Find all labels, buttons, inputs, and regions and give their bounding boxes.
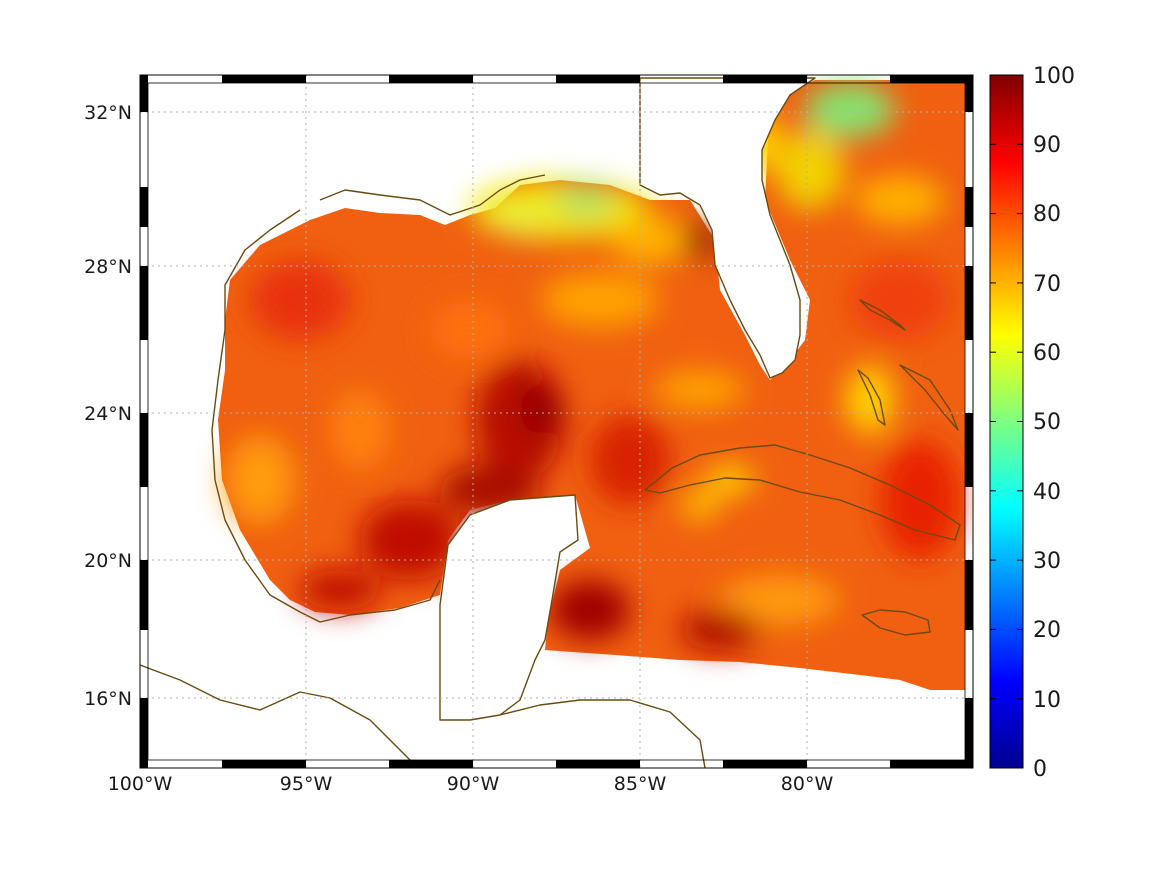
y-tick-label: 32°N [84,102,132,124]
jamaica-land [861,609,931,636]
x-tick-label: 85°W [614,773,667,795]
colorbar-tick-label: 60 [1033,341,1061,366]
yucatan-land [439,494,579,721]
colorbar-tick-label: 10 [1033,688,1061,713]
colorbar-tick-label: 0 [1033,757,1047,782]
graticule [140,75,973,768]
x-tick-labels: 100°W 95°W 90°W 85°W 80°W [108,773,834,795]
colorbar-tick-label: 70 [1033,272,1061,297]
colorbar-tick-label: 100 [1033,64,1075,89]
x-tick-label: 80°W [781,773,834,795]
x-tick-label: 90°W [447,773,500,795]
colorbar-tick-label: 50 [1033,410,1061,435]
y-tick-label: 16°N [84,688,132,710]
central-america-coast [140,664,431,768]
colorbar-tick-label: 80 [1033,202,1061,227]
florida-land [639,77,816,379]
y-tick-label: 24°N [84,403,132,425]
gulf-data-field [218,80,965,690]
coastlines [140,77,961,768]
colorbar: 100 90 80 70 60 50 40 30 20 10 0 [989,64,1075,782]
y-tick-label: 20°N [84,550,132,572]
map-plot-area [140,75,973,768]
bahamas-land [859,299,906,331]
x-tick-label: 100°W [108,773,173,795]
map-frame [139,74,974,769]
mexico-texas-coast [319,174,546,216]
colorbar-tick-label: 20 [1033,618,1061,643]
cuba-land [644,444,961,541]
colorbar-tick-labels: 100 90 80 70 60 50 40 30 20 10 0 [1033,64,1075,782]
y-tick-labels: 32°N 28°N 24°N 20°N 16°N [84,102,132,710]
colorbar-tick-label: 30 [1033,549,1061,574]
colorbar-tick-label: 40 [1033,480,1061,505]
x-tick-label: 95°W [280,773,333,795]
colorbar-tick-label: 90 [1033,133,1061,158]
y-tick-label: 28°N [84,256,132,278]
